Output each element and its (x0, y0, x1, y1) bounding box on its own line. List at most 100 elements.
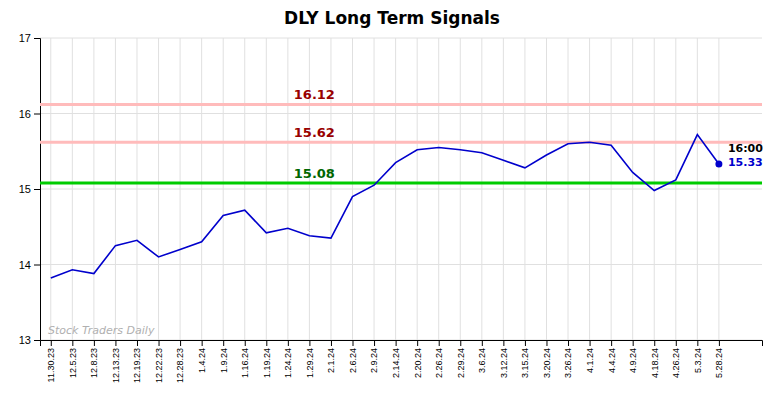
x-axis: 11.30.23 12.5.23 12.8.23 12.13.23 12.19.23 12… (41, 340, 763, 383)
y-tick: 17 (19, 32, 40, 44)
grid-line-x (374, 38, 375, 340)
x-tick-mark (159, 340, 160, 346)
x-tick-mark (439, 340, 440, 346)
x-tick-label: 12.13.23 (111, 348, 121, 383)
x-tick: 3.26.24 (563, 340, 573, 378)
grid-line-x (654, 38, 655, 340)
marks (40, 104, 762, 278)
x-tick-label: 1.24.24 (283, 348, 293, 378)
x-tick-label: 11.30.23 (46, 348, 56, 382)
x-tick-mark (633, 340, 634, 346)
x-tick: 12.22.23 (154, 340, 164, 383)
x-tick-label: 1.9.24 (219, 348, 229, 373)
x-tick-mark (719, 340, 720, 346)
x-tick-label: 2.26.24 (434, 348, 444, 378)
x-tick-label: 12.22.23 (154, 348, 164, 383)
x-tick: 3.20.24 (542, 340, 552, 378)
y-tick-mark (34, 114, 40, 115)
x-tick-mark (525, 340, 526, 346)
x-tick-label: 3.12.24 (499, 348, 509, 378)
x-tick-label: 12.19.23 (132, 348, 142, 383)
reference-line (40, 181, 762, 184)
x-tick: 2.1.24 (326, 340, 336, 373)
x-tick-label: 3.6.24 (477, 348, 487, 373)
x-tick-label: 4.4.24 (607, 348, 617, 373)
x-tick-label: 2.6.24 (348, 348, 358, 373)
grid-line-x (180, 38, 181, 340)
x-tick-label: 12.5.23 (68, 348, 78, 378)
x-tick-label: 12.28.23 (175, 348, 185, 383)
grid-line-x (115, 38, 116, 340)
grid-line-x (546, 38, 547, 340)
x-tick-mark (460, 340, 461, 346)
labels: 16.1215.6215.0816:0015.33Stock Traders D… (48, 87, 763, 337)
grid-line-x (201, 38, 202, 340)
x-tick-label: 4.9.24 (628, 348, 638, 373)
x-tick-mark (590, 340, 591, 346)
chart: DLY Long Term Signals131415161711.30.231… (0, 0, 784, 398)
y-tick: 15 (19, 183, 40, 195)
x-tick: 3.15.24 (520, 340, 530, 378)
x-tick-label: 3.15.24 (520, 348, 530, 378)
reference-line (40, 141, 762, 144)
x-tick-label: 1.19.24 (262, 348, 272, 378)
grid-line-x (266, 38, 267, 340)
x-tick: 4.4.24 (607, 340, 617, 373)
x-tick: 5.28.24 (714, 340, 724, 378)
y-tick-mark (34, 340, 40, 341)
annotation: 15.33 (728, 156, 763, 169)
x-tick-mark (51, 340, 52, 346)
x-tick: 1.16.24 (240, 340, 250, 378)
grid-line-x (697, 38, 698, 340)
x-tick: 11.30.23 (46, 340, 56, 382)
x-tick-mark (72, 340, 73, 346)
grid-line-x (675, 38, 676, 340)
y-tick: 16 (19, 108, 40, 120)
y-tick-label: 17 (19, 32, 31, 44)
x-tick: 12.8.23 (89, 340, 99, 378)
grid-line-x (330, 38, 331, 340)
x-tick-mark (94, 340, 95, 346)
x-tick: 12.13.23 (111, 340, 121, 383)
grid-line-x (309, 38, 310, 340)
x-axis-line (41, 341, 763, 347)
grid-line-y (40, 38, 762, 39)
x-tick: 3.6.24 (477, 340, 487, 373)
x-tick: 12.28.23 (175, 340, 185, 383)
x-tick: 1.19.24 (262, 340, 272, 378)
x-tick: 1.9.24 (219, 340, 229, 373)
x-tick-mark (611, 340, 612, 346)
x-tick: 4.18.24 (650, 340, 660, 378)
x-tick-label: 4.26.24 (671, 348, 681, 378)
title: DLY Long Term Signals (284, 8, 500, 28)
last-point (715, 161, 722, 168)
x-tick-mark (353, 340, 354, 346)
plot: 13 14 15 16 17 11.30.23 12.5.23 12.8.23 12.13.23… (19, 32, 764, 383)
reference-label: 16.12 (294, 87, 335, 102)
x-tick-mark (417, 340, 418, 346)
x-tick: 3.12.24 (499, 340, 509, 378)
x-tick-label: 3.26.24 (563, 348, 573, 378)
annotation: 16:00 (728, 142, 763, 155)
grid-line-x (460, 38, 461, 340)
x-tick-label: 2.20.24 (413, 348, 423, 378)
x-tick-label: 4.1.24 (585, 348, 595, 373)
y-tick-label: 13 (19, 334, 31, 346)
x-tick-mark (697, 340, 698, 346)
price-line (51, 135, 719, 278)
x-tick-mark (288, 340, 289, 346)
grid-line-x (611, 38, 612, 340)
x-tick: 1.29.24 (305, 340, 315, 378)
grid-line-x (72, 38, 73, 340)
x-tick-label: 1.16.24 (240, 348, 250, 378)
grid-line-x (589, 38, 590, 340)
grid-line-x (417, 38, 418, 340)
x-tick-mark (676, 340, 677, 346)
y-tick-mark (34, 189, 40, 190)
grid-line-y (40, 113, 762, 114)
x-tick-label: 4.18.24 (650, 348, 660, 378)
y-tick: 14 (19, 259, 40, 271)
x-tick-label: 12.8.23 (89, 348, 99, 378)
x-tick-mark (223, 340, 224, 346)
x-tick: 2.9.24 (369, 340, 379, 373)
